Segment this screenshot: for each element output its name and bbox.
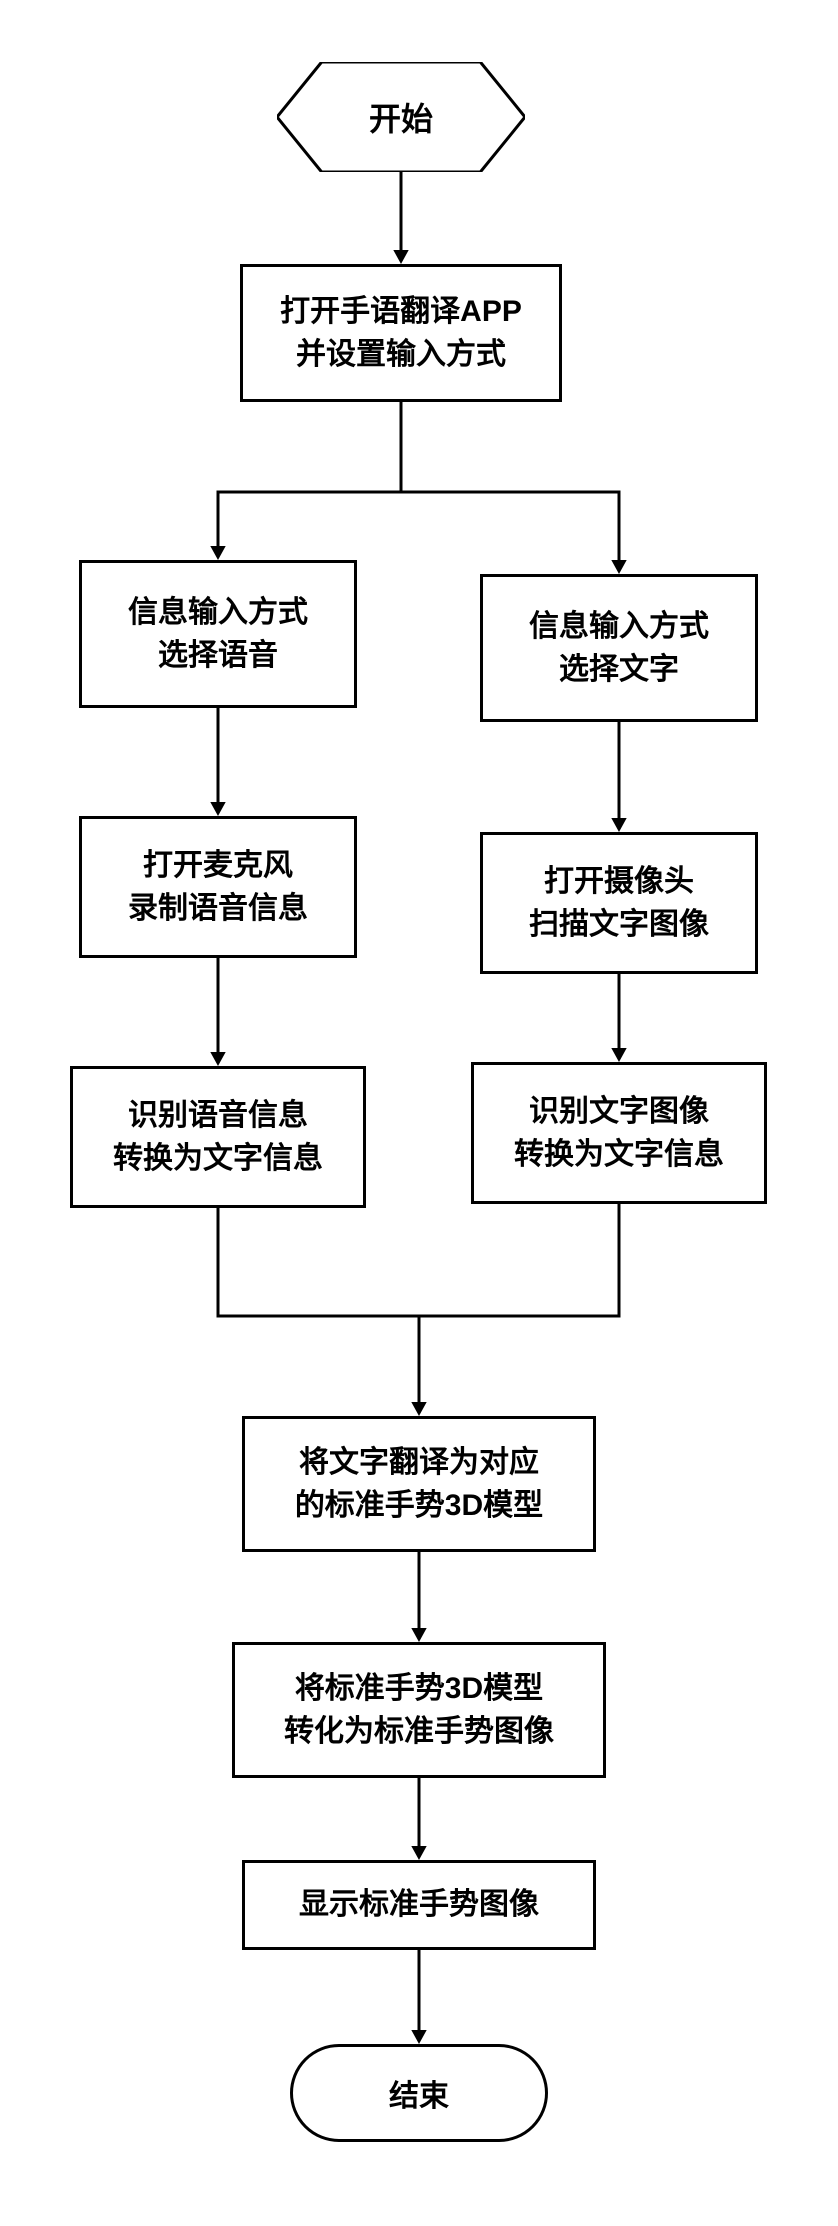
node-rec_image: 识别文字图像转换为文字信息 [471, 1062, 767, 1204]
flowchart-canvas: 开始打开手语翻译APP并设置输入方式信息输入方式选择语音信息输入方式选择文字打开… [0, 0, 838, 2226]
e-merge-tr [401, 1298, 437, 1434]
e-selv-mic [200, 690, 236, 834]
e-cam-reci [601, 956, 637, 1080]
e-conv-disp [401, 1760, 437, 1878]
node-rec_image-line-1: 转换为文字信息 [514, 1133, 724, 1177]
node-open_app-line-1: 并设置输入方式 [296, 333, 506, 377]
node-sel_text-line-0: 信息输入方式 [529, 605, 709, 649]
node-translate-line-0: 将文字翻译为对应 [299, 1441, 539, 1485]
node-convert: 将标准手势3D模型转化为标准手势图像 [232, 1642, 606, 1778]
node-sel_voice: 信息输入方式选择语音 [79, 560, 357, 708]
node-open_cam: 打开摄像头扫描文字图像 [480, 832, 758, 974]
node-open_app-line-0: 打开手语翻译APP [280, 290, 522, 334]
node-end-label: 结束 [389, 2071, 449, 2115]
node-open_mic-line-0: 打开麦克风 [143, 844, 293, 888]
node-convert-line-1: 转化为标准手势图像 [284, 1710, 554, 1754]
node-sel_text-line-1: 选择文字 [559, 648, 679, 692]
node-translate-line-1: 的标准手势3D模型 [295, 1484, 543, 1528]
node-open_mic: 打开麦克风录制语音信息 [79, 816, 357, 958]
node-convert-line-0: 将标准手势3D模型 [295, 1667, 543, 1711]
node-open_cam-line-0: 打开摄像头 [544, 860, 694, 904]
node-display-line-0: 显示标准手势图像 [299, 1883, 539, 1927]
e-selt-cam [601, 704, 637, 850]
node-sel_voice-line-1: 选择语音 [158, 634, 278, 678]
node-sel_text: 信息输入方式选择文字 [480, 574, 758, 722]
node-rec_image-line-0: 识别文字图像 [529, 1090, 709, 1134]
node-translate: 将文字翻译为对应的标准手势3D模型 [242, 1416, 596, 1552]
e-mic-recv [200, 940, 236, 1084]
e-start-open [383, 154, 419, 282]
node-rec_voice-line-1: 转换为文字信息 [113, 1137, 323, 1181]
e-split-right [383, 474, 637, 592]
node-sel_voice-line-0: 信息输入方式 [128, 591, 308, 635]
node-open_cam-line-1: 扫描文字图像 [529, 903, 709, 947]
node-rec_voice-line-0: 识别语音信息 [128, 1094, 308, 1138]
node-open_app: 打开手语翻译APP并设置输入方式 [240, 264, 562, 402]
node-open_mic-line-1: 录制语音信息 [128, 887, 308, 931]
e-disp-end [401, 1932, 437, 2062]
e-tr-conv [401, 1534, 437, 1660]
node-rec_voice: 识别语音信息转换为文字信息 [70, 1066, 366, 1208]
